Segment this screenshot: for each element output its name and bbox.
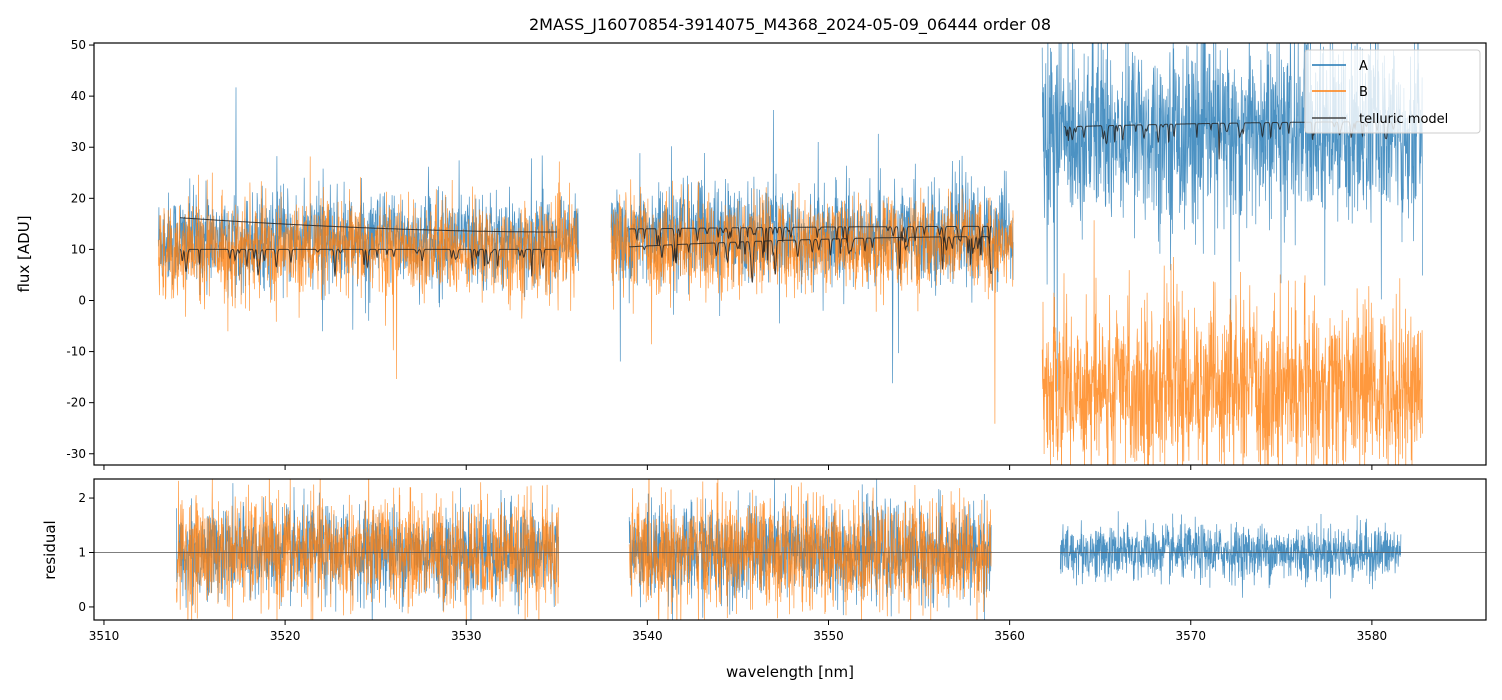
residual-b-segment-1 <box>176 479 559 620</box>
flux-y-tick-label: -20 <box>66 396 86 410</box>
flux-y-tick-label: 0 <box>78 293 86 307</box>
residual-axes-frame <box>93 478 1487 621</box>
legend-label-b: B <box>1359 85 1368 100</box>
legend-label-telluric: telluric model <box>1359 112 1448 127</box>
x-tick-label: 3570 <box>1175 629 1206 643</box>
series-b-segment-1 <box>157 156 579 380</box>
telluric-model-segment-1-2 <box>179 248 557 277</box>
telluric-model-segment-2-2 <box>629 236 992 283</box>
series-b-segment-2 <box>610 179 1014 424</box>
legend: A B telluric model <box>1304 49 1481 134</box>
residual-b-segment-2 <box>628 479 992 620</box>
residual-y-tick-label: 0 <box>78 600 86 614</box>
flux-y-tick-label: -10 <box>66 345 86 359</box>
legend-label-a: A <box>1359 59 1368 74</box>
flux-y-tick-label: 30 <box>71 140 86 154</box>
x-axis-label: wavelength [nm] <box>726 663 854 681</box>
x-tick-label: 3540 <box>632 629 663 643</box>
flux-plot-area <box>157 43 1423 465</box>
x-tick-label: 3530 <box>451 629 482 643</box>
series-b-segment-3 <box>1041 220 1423 465</box>
x-tick-label: 3560 <box>994 629 1025 643</box>
flux-axes-frame <box>93 42 1487 466</box>
flux-y-label: flux [ADU] <box>15 215 33 292</box>
telluric-model-segment-2-1 <box>629 225 992 269</box>
telluric-model-segment-1-1 <box>179 217 557 233</box>
x-tick-label: 3510 <box>89 629 120 643</box>
x-tick-label: 3580 <box>1357 629 1388 643</box>
flux-y-tick-label: 50 <box>71 38 86 52</box>
flux-y-tick-label: 40 <box>71 89 86 103</box>
flux-y-tick-label: 20 <box>71 191 86 205</box>
x-tick-label: 3550 <box>813 629 844 643</box>
residual-y-tick-label: 2 <box>78 491 86 505</box>
residual-y-tick-label: 1 <box>78 545 86 559</box>
residual-plot-area <box>94 479 1486 620</box>
flux-y-tick-label: -30 <box>66 447 86 461</box>
x-tick-label: 3520 <box>270 629 301 643</box>
residual-a-segment-3 <box>1059 511 1402 599</box>
residual-y-label: residual <box>41 520 59 579</box>
chart-title: 2MASS_J16070854-3914075_M4368_2024-05-09… <box>529 15 1051 35</box>
flux-y-tick-label: 10 <box>71 242 86 256</box>
